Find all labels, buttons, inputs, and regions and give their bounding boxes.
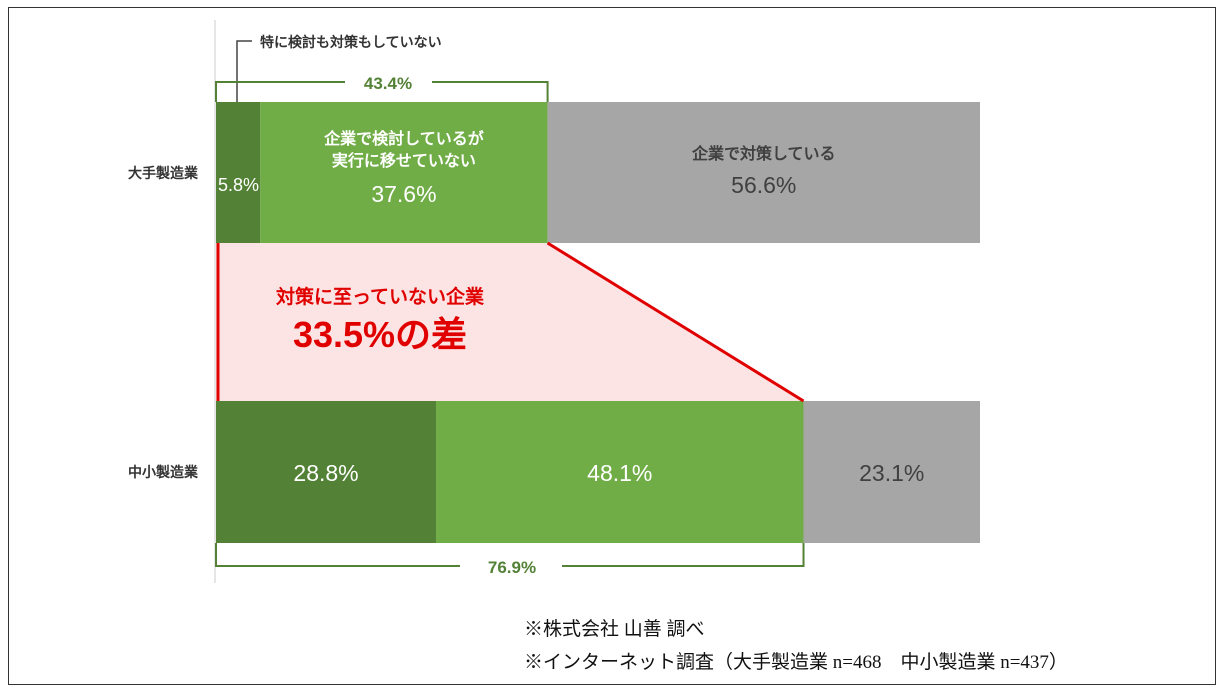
gap-label: 対策に至っていない企業: [275, 285, 485, 308]
source-note: ※株式会社 山善 調べ: [524, 619, 705, 640]
bar-segment-1-2: [803, 401, 980, 543]
bar-segment-1-1: [436, 401, 804, 543]
callout-line: [236, 40, 252, 102]
label-top-gray: 56.6%: [731, 172, 796, 198]
category-label-0: 大手製造業: [128, 165, 199, 181]
bar-segment-0-2: [547, 102, 980, 243]
callout-label: 特に検討も対策もしていない: [260, 34, 442, 50]
bracket-top-left: [215, 81, 345, 102]
label-top-light: 37.6%: [371, 181, 436, 207]
gap-value: 33.5%の差: [293, 314, 467, 355]
label-top-light-line2: 実行に移せていない: [332, 151, 476, 170]
label-bottom-light: 48.1%: [587, 460, 652, 486]
label-bottom-gray: 23.1%: [859, 460, 924, 486]
bar-segment-1-0: [216, 401, 437, 543]
bracket-top-right: [432, 81, 549, 102]
label-top-gray-name: 企業で対策している: [691, 144, 836, 163]
bracket-bottom-label: 76.9%: [488, 558, 536, 577]
label-bottom-dark: 28.8%: [293, 460, 358, 486]
bracket-top-label: 43.4%: [364, 74, 412, 93]
bracket-bottom-left: [215, 543, 460, 567]
label-top-dark: 5.8%: [218, 175, 259, 195]
bar-segment-0-0: [216, 102, 261, 243]
frame: [8, 7, 1216, 685]
bar-segment-0-1: [260, 102, 548, 243]
bracket-bottom-right: [562, 543, 805, 567]
gap-area: [216, 243, 804, 401]
survey-note: ※インターネット調査（大手製造業 n=468 中小製造業 n=437）: [524, 652, 1068, 673]
label-top-light-line1: 企業で検討しているが: [323, 129, 484, 148]
gap-edge-diagonal: [546, 241, 805, 403]
category-label-1: 中小製造業: [128, 464, 199, 480]
